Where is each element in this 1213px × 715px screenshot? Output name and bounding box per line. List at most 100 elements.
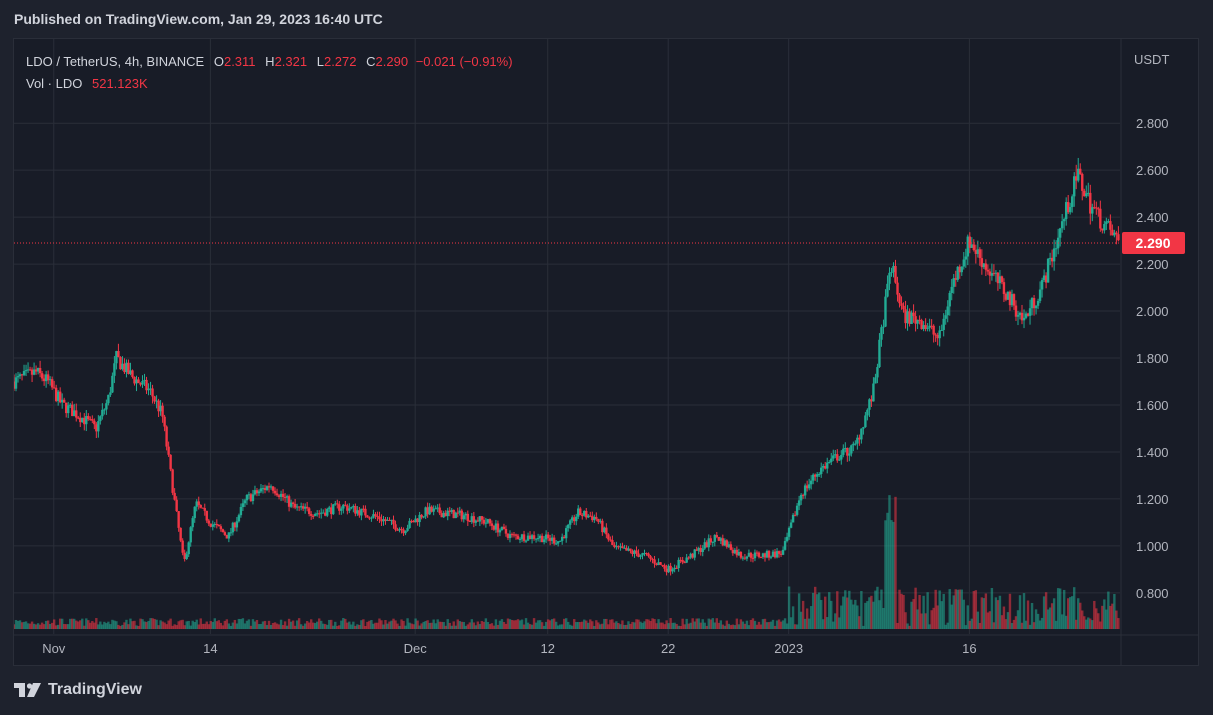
candle-body xyxy=(878,339,881,368)
volume-bar xyxy=(42,624,46,629)
volume-bar xyxy=(524,618,528,629)
low-label: L xyxy=(316,54,324,69)
candle-body xyxy=(864,415,867,428)
volume-bar xyxy=(655,623,658,629)
volume-bar xyxy=(846,597,849,629)
candle-body xyxy=(836,454,839,461)
volume-bar xyxy=(966,605,969,629)
volume-bar xyxy=(241,618,245,629)
volume-bar xyxy=(328,619,331,629)
x-tick-label: 16 xyxy=(962,641,976,656)
last-price-badge xyxy=(1122,231,1185,254)
volume-bar xyxy=(685,618,688,629)
volume-bar xyxy=(994,597,998,629)
volume-bar xyxy=(589,619,592,629)
symbol-label: LDO / TetherUS, 4h, BINANCE xyxy=(26,54,205,69)
candle-body xyxy=(926,327,929,329)
volume-bar xyxy=(797,593,801,629)
candle-body xyxy=(261,488,265,490)
candle-body xyxy=(24,370,28,372)
candle-body xyxy=(422,516,425,518)
volume-bar xyxy=(502,621,506,629)
volume-bar xyxy=(844,590,847,629)
volume-bar xyxy=(769,621,773,629)
volume-bar xyxy=(1038,620,1042,629)
volume-bar xyxy=(303,623,307,629)
candle-body xyxy=(556,541,560,544)
candlestick-chart[interactable]: 0.800 1.000 1.200 1.400 1.600 1.800 2.000 2.200… xyxy=(14,39,1198,665)
candle-body xyxy=(167,446,170,455)
candle-body xyxy=(157,400,160,412)
volume-bar xyxy=(65,624,68,629)
candle-body xyxy=(32,369,36,375)
candle-body xyxy=(390,519,393,521)
candle-body xyxy=(502,526,506,529)
volume-bar xyxy=(480,621,484,629)
volume-bar xyxy=(532,618,536,629)
volume-bar xyxy=(20,622,24,629)
candle-body xyxy=(830,458,833,462)
candle-body xyxy=(976,249,980,254)
candle-body xyxy=(567,524,570,529)
candle-body xyxy=(95,424,98,432)
candle-body xyxy=(910,312,913,324)
candle-body xyxy=(860,428,863,440)
candle-body xyxy=(852,443,855,446)
candle-body xyxy=(54,387,58,402)
volume-bar xyxy=(195,619,198,629)
volume-bar xyxy=(139,618,142,629)
candle-body xyxy=(386,520,389,522)
volume-bar xyxy=(631,621,634,629)
candle-body xyxy=(530,535,534,540)
volume-bar xyxy=(878,600,881,629)
candle-body xyxy=(161,405,164,417)
volume-bar xyxy=(793,624,797,629)
candle-body xyxy=(815,474,819,477)
candle-body xyxy=(779,553,783,555)
candle-body xyxy=(954,278,957,280)
candle-body xyxy=(458,510,461,513)
candle-body xyxy=(307,508,311,515)
candle-body xyxy=(436,507,439,509)
volume-bar xyxy=(647,619,650,629)
tradingview-logo[interactable]: TradingView xyxy=(14,681,142,699)
candle-body xyxy=(978,249,982,259)
volume-bar xyxy=(426,620,429,629)
volume-bar xyxy=(71,618,74,629)
candle-body xyxy=(58,391,62,403)
volume-bar xyxy=(820,599,823,629)
candle-body xyxy=(255,490,259,494)
candle-body xyxy=(681,560,684,563)
volume-bar xyxy=(476,621,480,629)
volume-bar xyxy=(683,624,686,629)
candle-body xyxy=(424,507,427,517)
candle-body xyxy=(259,488,263,492)
volume-bar xyxy=(830,600,833,629)
volume-bar xyxy=(141,619,144,629)
volume-bar xyxy=(962,599,965,629)
volume-bar xyxy=(866,601,869,629)
candle-body xyxy=(838,459,841,461)
candle-body xyxy=(765,551,769,558)
volume-bar xyxy=(862,625,865,629)
candle-body xyxy=(809,480,813,485)
candle-body xyxy=(747,552,751,557)
chart-panel[interactable]: 0.800 1.000 1.200 1.400 1.600 1.800 2.000 2.200… xyxy=(13,38,1199,666)
candle-body xyxy=(862,427,865,429)
volume-bar xyxy=(751,618,755,629)
candle-body xyxy=(311,515,315,517)
volume-bar xyxy=(295,620,299,629)
volume-bar xyxy=(858,616,861,629)
volume-bar xyxy=(291,620,295,629)
candle-body xyxy=(171,469,174,493)
candle-body xyxy=(352,506,355,508)
candle-body xyxy=(30,369,34,375)
volume-bar xyxy=(894,496,897,629)
candle-body xyxy=(75,410,78,418)
volume-bar xyxy=(645,619,648,629)
volume-bar xyxy=(171,625,174,629)
candle-body xyxy=(448,510,451,512)
volume-bar xyxy=(273,622,277,629)
volume-bar xyxy=(482,621,486,629)
candle-body xyxy=(928,325,931,328)
